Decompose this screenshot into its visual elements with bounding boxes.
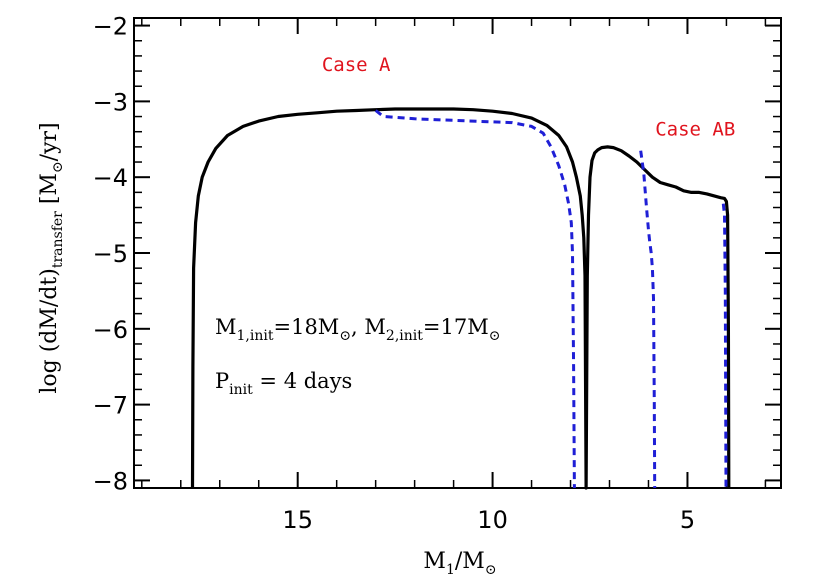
info-text: P <box>215 369 229 393</box>
y-tick-label: −3 <box>93 88 128 116</box>
annotation-case-a: Case A <box>322 54 391 76</box>
axis-ticks <box>134 18 781 488</box>
x-tick-label: 15 <box>282 506 313 534</box>
info-text: M <box>215 315 237 339</box>
x-tick-label: 5 <box>680 506 695 534</box>
y-tick-label: −6 <box>93 316 128 344</box>
series-dashed-line-2 <box>639 150 657 489</box>
info-text: , M <box>351 315 386 339</box>
y-axis-label: log (dM/dt)transfer [M⊙/yr] <box>37 122 66 393</box>
info-subscript: 2,init <box>386 328 423 344</box>
info-text: =18M <box>273 315 339 339</box>
x-axis-label: M1/M⊙ <box>423 549 496 578</box>
info-text: = 4 days <box>253 369 353 393</box>
info-subscript: 1,init <box>237 328 274 344</box>
y-tick-label: −5 <box>93 240 128 268</box>
info-subscript: ⊙ <box>339 328 351 344</box>
tick-labels: 15 10 5 −2 −3 −4 −5 −6 −7 −8 <box>93 13 695 534</box>
series-solid-line <box>190 107 731 490</box>
series-dashed-line-1 <box>374 109 576 489</box>
y-tick-label: −7 <box>93 392 128 420</box>
y-tick-label: −4 <box>93 164 128 192</box>
info-period: Pinit = 4 days <box>215 369 352 398</box>
info-subscript: init <box>229 382 253 398</box>
y-tick-label: −2 <box>93 13 128 41</box>
y-tick-label: −8 <box>93 467 128 495</box>
info-subscript: ⊙ <box>489 328 501 344</box>
annotation-case-ab: Case AB <box>655 119 735 141</box>
info-masses: M1,init=18M⊙, M2,init=17M⊙ <box>215 315 500 344</box>
info-text: =17M <box>423 315 489 339</box>
x-tick-label: 10 <box>477 506 508 534</box>
series-dashed-line-3 <box>721 203 728 489</box>
plot-frame <box>133 17 782 489</box>
curves <box>190 107 731 490</box>
